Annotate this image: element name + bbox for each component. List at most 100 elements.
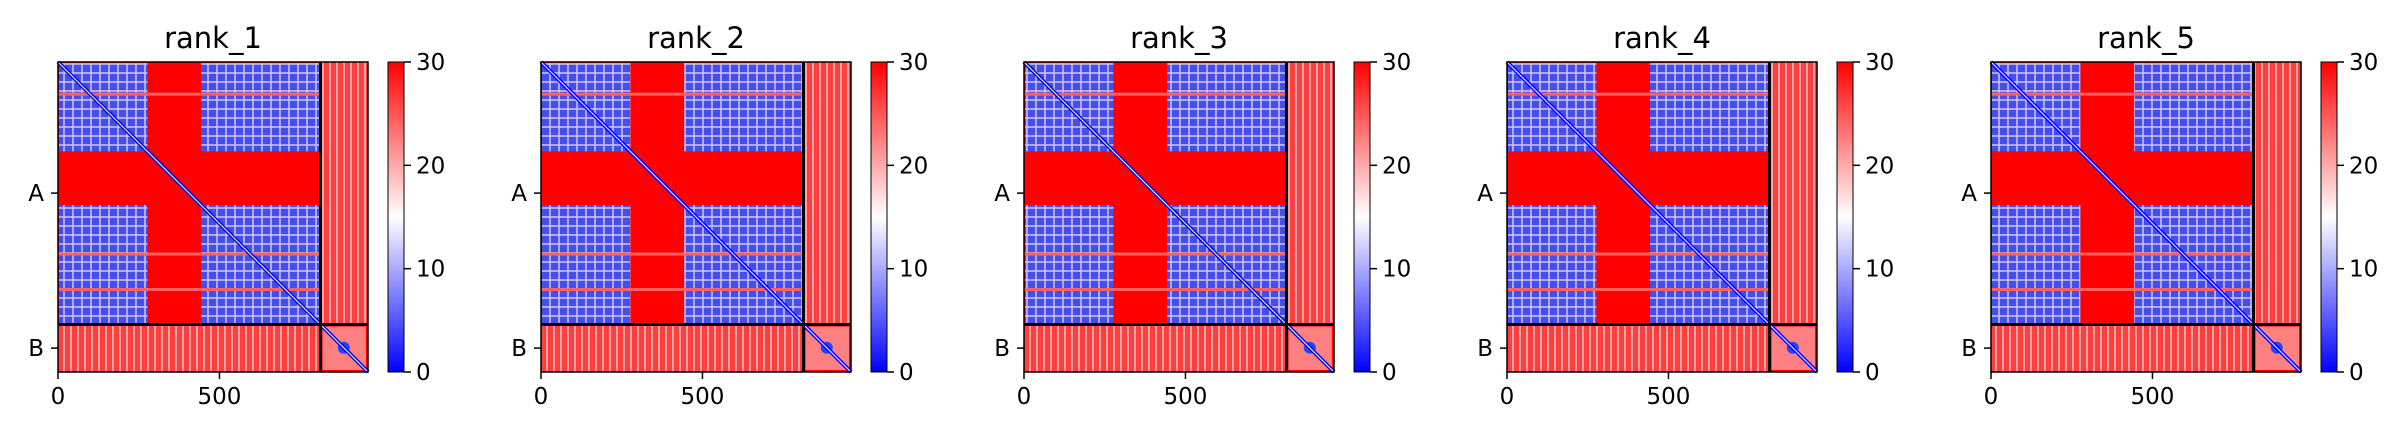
heatmap-row-gap (1507, 288, 1770, 292)
interchain-region (1507, 324, 1770, 372)
plot-frame (1506, 61, 1818, 373)
y-tick-label: B (1477, 336, 1493, 362)
colorbar (1836, 61, 1854, 373)
x-tick-label: 500 (1164, 384, 1208, 410)
y-tick-label: A (1961, 181, 1977, 207)
colorbar-tick-label: 0 (2349, 360, 2364, 386)
plot-frame (540, 61, 852, 373)
heatmap-block (1992, 205, 2081, 324)
y-tick-label: B (511, 336, 527, 362)
colorbar-tick-label: 30 (1865, 50, 1894, 76)
y-tick-label: B (28, 336, 44, 362)
heatmap-row-gap (1024, 252, 1287, 256)
colorbar-tick-label: 20 (1865, 153, 1894, 179)
heatmap-block (1025, 205, 1114, 324)
heatmap-row-gap (1991, 92, 2254, 96)
diagonal-highlight (57, 61, 369, 373)
y-tick-label: A (511, 181, 527, 207)
heatmap-block (1650, 63, 1769, 152)
x-tick-label: 500 (681, 384, 725, 410)
diagonal-highlight (1506, 61, 1818, 373)
x-tick-label: 0 (534, 384, 549, 410)
y-tick-label: B (1961, 336, 1977, 362)
colorbar-tick-label: 20 (899, 153, 928, 179)
colorbar-tick-label: 20 (2349, 153, 2378, 179)
x-tick-label: 0 (51, 384, 66, 410)
colorbar-tick-label: 30 (1382, 50, 1411, 76)
diagonal-highlight (540, 61, 852, 373)
heatmap-block (1508, 205, 1597, 324)
colorbar (870, 61, 888, 373)
x-tick-label: 500 (198, 384, 242, 410)
interchain-region (803, 62, 851, 325)
x-tick-label: 500 (2131, 384, 2175, 410)
plot-frame (1023, 61, 1335, 373)
colorbar-tick-label: 0 (416, 360, 431, 386)
colorbar-tick-label: 0 (899, 360, 914, 386)
colorbar-tick-label: 0 (1382, 360, 1397, 386)
panel-title: rank_3 (1130, 21, 1228, 55)
heatmap-row-gap (541, 92, 804, 96)
colorbar (2320, 61, 2338, 373)
y-tick-label: A (994, 181, 1010, 207)
colorbar-tick-label: 10 (1382, 257, 1411, 283)
heatmap-row-gap (1991, 288, 2254, 292)
colorbar-tick-label: 10 (416, 257, 445, 283)
heatmap-row-gap (1024, 92, 1287, 96)
colorbar (1353, 61, 1371, 373)
heatmap-row-gap (541, 252, 804, 256)
panel-title: rank_4 (1613, 21, 1711, 55)
heatmap-block (59, 205, 148, 324)
colorbar-tick-label: 20 (1382, 153, 1411, 179)
heatmap-block (542, 205, 631, 324)
x-tick-label: 0 (1500, 384, 1515, 410)
colorbar (387, 61, 405, 373)
heatmap-row-gap (1507, 252, 1770, 256)
heatmap-row-gap (541, 288, 804, 292)
x-tick-label: 0 (1984, 384, 1999, 410)
interchain-region (541, 324, 804, 372)
heatmap-block (684, 63, 803, 152)
colorbar-tick-label: 10 (1865, 257, 1894, 283)
heatmap-block (201, 63, 320, 152)
y-tick-label: B (994, 336, 1010, 362)
interchain-region (320, 62, 368, 325)
interchain-region (1286, 62, 1334, 325)
colorbar-tick-label: 30 (416, 50, 445, 76)
heatmap-row-gap (1024, 288, 1287, 292)
colorbar-tick-label: 10 (899, 257, 928, 283)
panel-title: rank_1 (164, 21, 262, 55)
interchain-region (1769, 62, 1817, 325)
heatmap-block (2134, 63, 2253, 152)
interchain-region (1024, 324, 1287, 372)
interchain-region (1991, 324, 2254, 372)
x-tick-label: 500 (1647, 384, 1691, 410)
colorbar-tick-label: 30 (899, 50, 928, 76)
plot-frame (57, 61, 369, 373)
heatmap-row-gap (58, 92, 321, 96)
heatmap-row-gap (58, 252, 321, 256)
plot-frame (1990, 61, 2302, 373)
x-tick-label: 0 (1017, 384, 1032, 410)
interchain-region (2253, 62, 2301, 325)
colorbar-tick-label: 30 (2349, 50, 2378, 76)
heatmap-block (1167, 63, 1286, 152)
heatmap-row-gap (1991, 252, 2254, 256)
colorbar-tick-label: 0 (1865, 360, 1880, 386)
y-tick-label: A (1477, 181, 1493, 207)
y-tick-label: A (28, 181, 44, 207)
colorbar-tick-label: 10 (2349, 257, 2378, 283)
heatmap-row-gap (58, 288, 321, 292)
panel-title: rank_2 (647, 21, 745, 55)
panel-title: rank_5 (2097, 21, 2195, 55)
interchain-region (58, 324, 321, 372)
heatmap-row-gap (1507, 92, 1770, 96)
diagonal-highlight (1990, 61, 2302, 373)
